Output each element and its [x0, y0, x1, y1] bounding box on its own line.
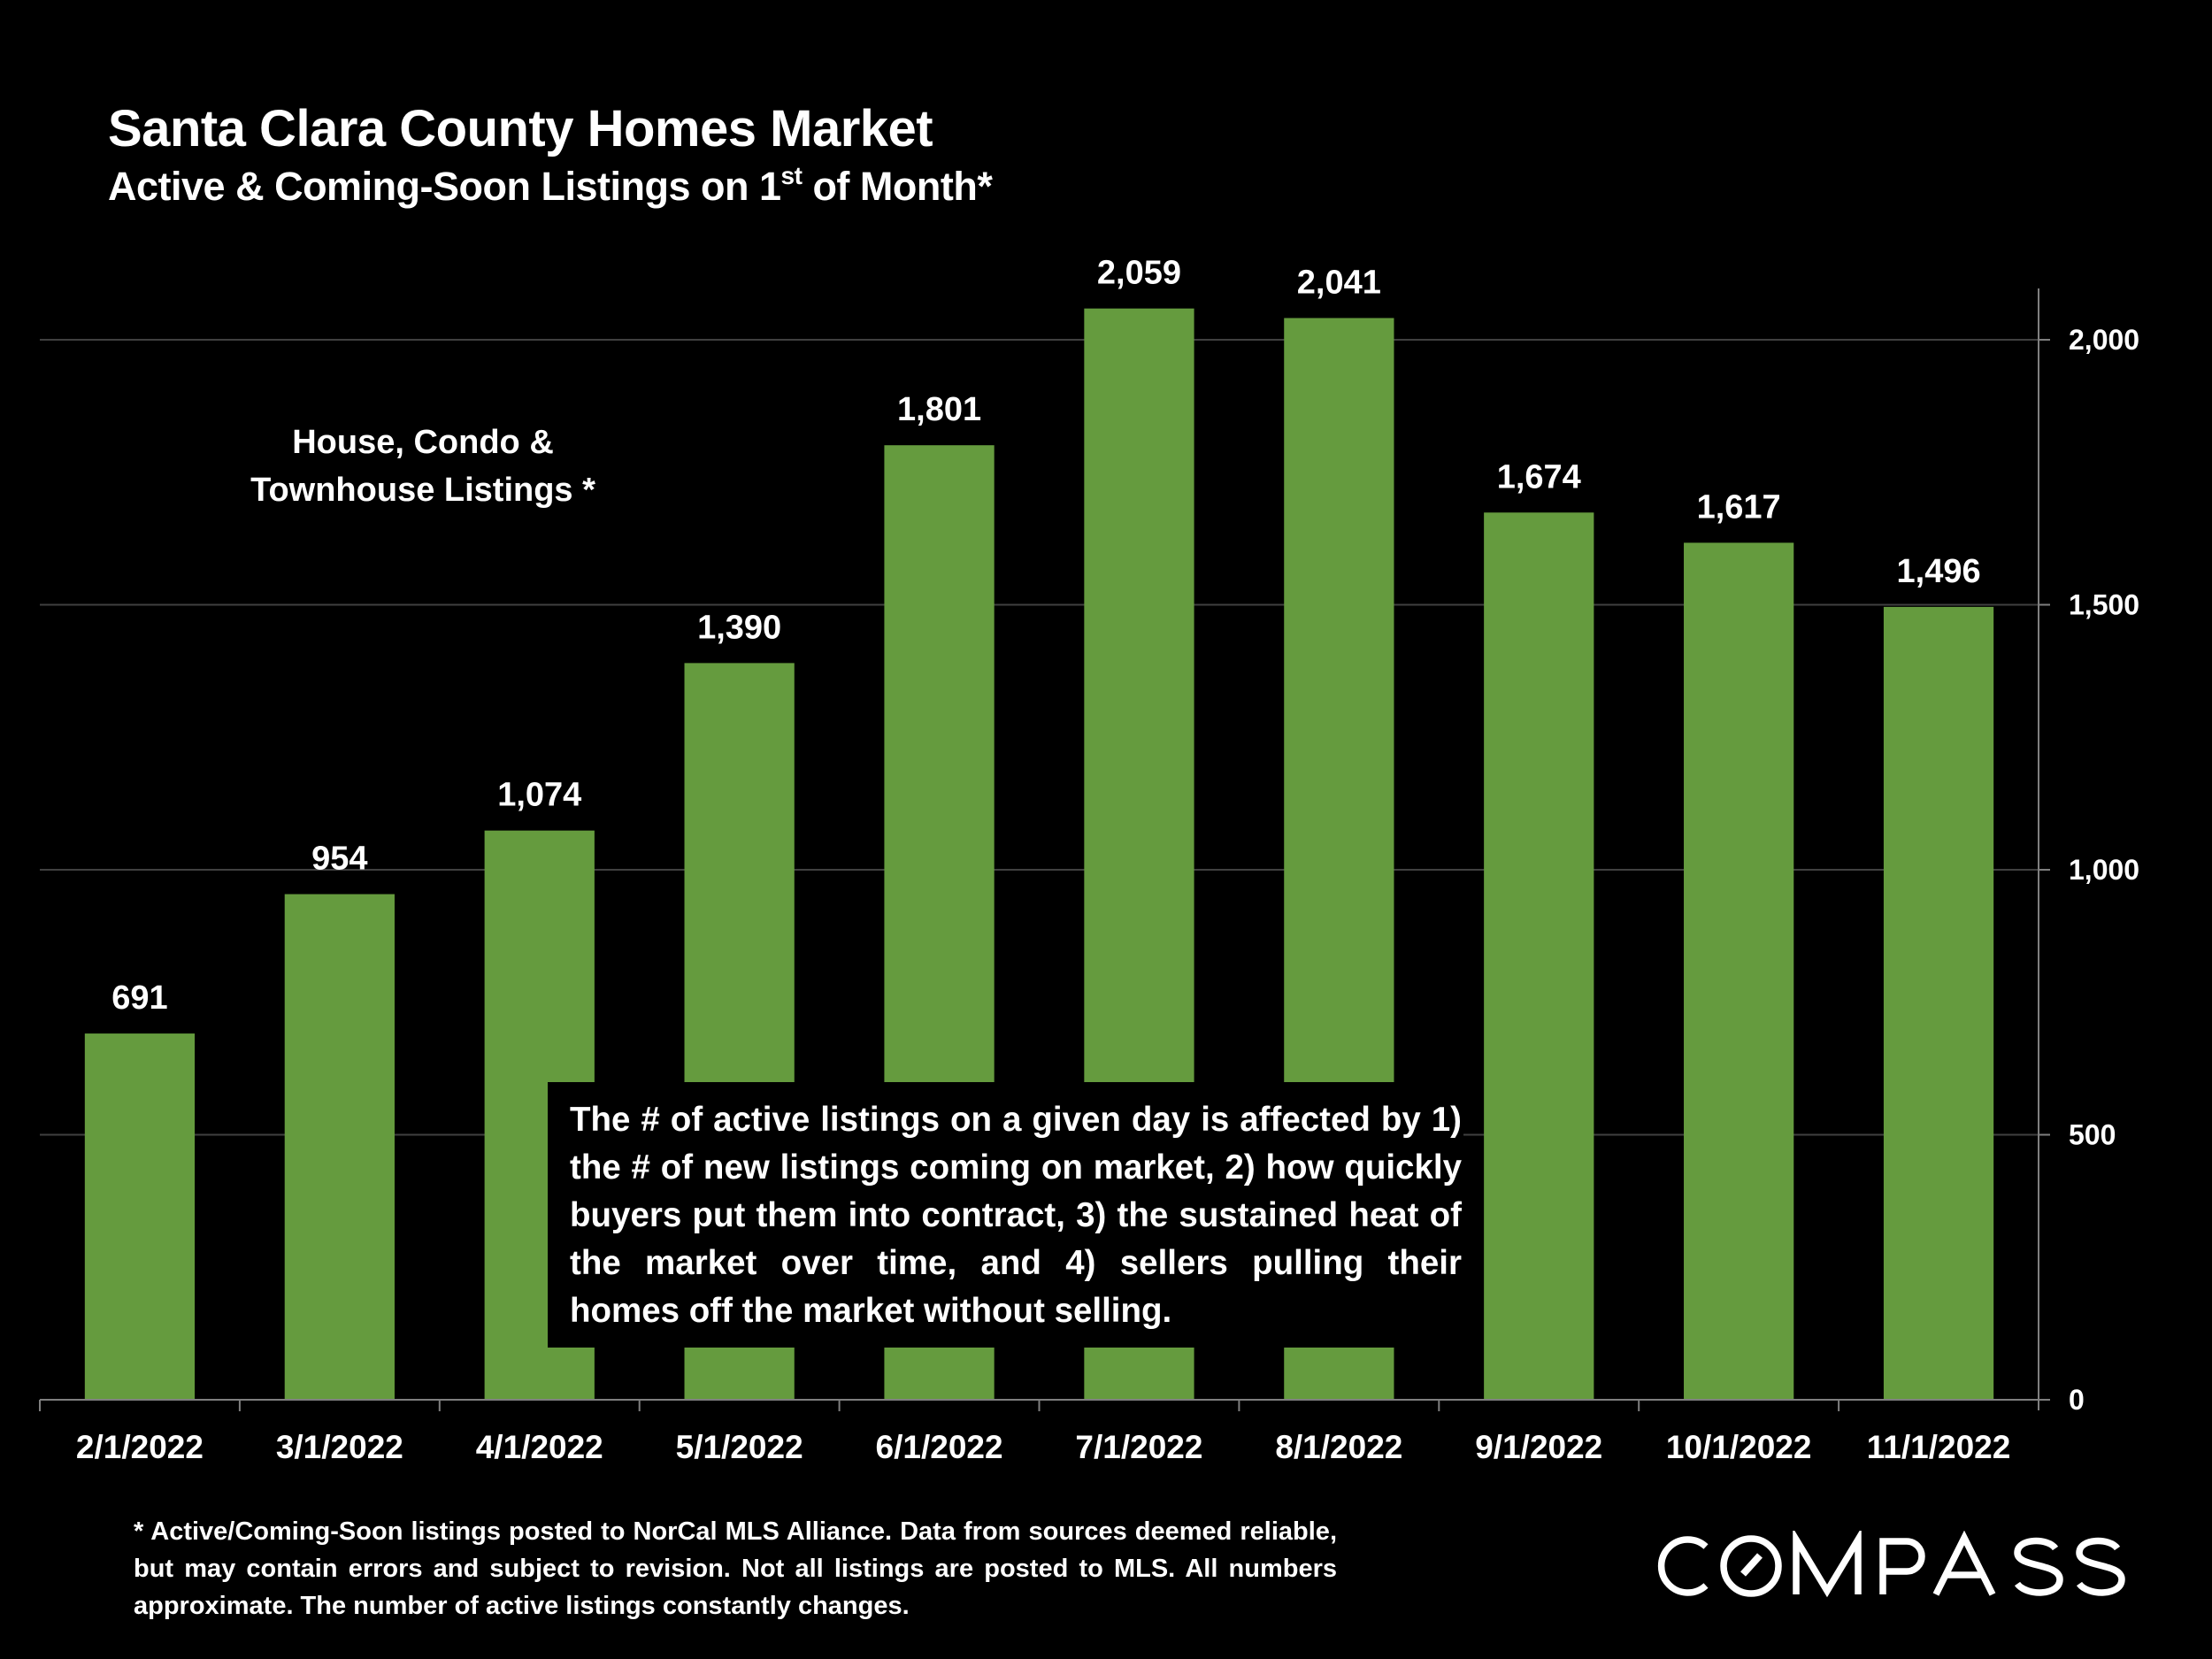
- y-tick-label: 1,000: [2069, 854, 2139, 886]
- bar-10-1-2022: [1684, 542, 1794, 1400]
- x-tick-label: 10/1/2022: [1666, 1429, 1812, 1465]
- data-label: 1,801: [897, 391, 981, 428]
- annotation-text: The # of active listings on a given day …: [570, 1101, 1462, 1330]
- x-tick-label: 7/1/2022: [1075, 1429, 1202, 1465]
- x-tick-label: 2/1/2022: [76, 1429, 204, 1465]
- subtitle-sup: st: [780, 162, 803, 189]
- x-tick-label: 11/1/2022: [1867, 1429, 2011, 1465]
- x-tick-label: 4/1/2022: [476, 1429, 603, 1465]
- y-tick-label: 0: [2069, 1384, 2085, 1416]
- series-label-line-2: Townhouse Listings *: [250, 472, 595, 509]
- chart-subtitle: Active & Coming-Soon Listings on 1st of …: [108, 162, 993, 210]
- bar-2-1-2022: [84, 1033, 196, 1400]
- chart-title: Santa Clara County Homes Market: [108, 100, 933, 157]
- data-label: 691: [111, 979, 167, 1017]
- data-label: 2,059: [1097, 255, 1181, 292]
- data-label: 1,674: [1497, 458, 1581, 495]
- data-label: 954: [311, 841, 367, 878]
- x-tick-label: 8/1/2022: [1275, 1429, 1402, 1465]
- x-tick-label: 3/1/2022: [276, 1429, 403, 1465]
- series-label-line-1: House, Condo &: [292, 424, 554, 461]
- x-tick-label: 9/1/2022: [1475, 1429, 1602, 1465]
- subtitle-pre: Active & Coming-Soon Listings on 1: [108, 164, 781, 209]
- compass-logo-mark: [1657, 1527, 2125, 1598]
- bar-9-1-2022: [1484, 512, 1594, 1400]
- bar-3-1-2022: [284, 894, 395, 1400]
- labels: 0 500 1,000 1,500 2,000 691 2/1/2022 954 3/1/202…: [76, 255, 2139, 1465]
- annotation-box: The # of active listings on a given day …: [548, 1082, 1463, 1348]
- data-label: 1,074: [497, 777, 581, 814]
- y-tick-label: 1,500: [2069, 589, 2139, 621]
- series-label: House, Condo & Townhouse Listings *: [228, 419, 618, 514]
- data-label: 1,496: [1897, 553, 1981, 590]
- footnote: * Active/Coming-Soon listings posted to …: [134, 1517, 1337, 1620]
- data-label: 1,617: [1697, 488, 1781, 526]
- x-tick-label: 5/1/2022: [676, 1429, 803, 1465]
- y-tick-label: 500: [2069, 1119, 2116, 1151]
- compass-logo: [1655, 1527, 2132, 1606]
- subtitle-post: of Month*: [802, 164, 993, 209]
- bar-11-1-2022: [1883, 606, 1994, 1400]
- axes: [39, 288, 2050, 1411]
- x-tick-label: 6/1/2022: [876, 1429, 1003, 1465]
- data-label: 1,390: [697, 609, 781, 646]
- y-tick-label: 2,000: [2069, 324, 2139, 356]
- data-label: 2,041: [1297, 264, 1381, 301]
